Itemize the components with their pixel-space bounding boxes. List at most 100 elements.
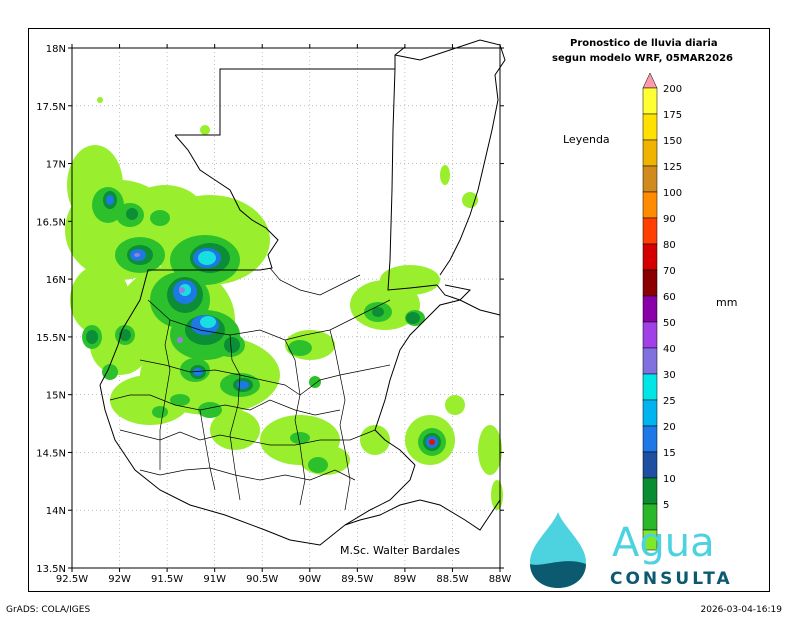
lon-tick-label: 89.5W xyxy=(341,574,373,585)
map-axes: 18N 17.5N 17N 16.5N 16N 15.5N 15N 14.5N 14N 13.5N… xyxy=(36,44,511,585)
lon-tick-label: 90.5W xyxy=(246,574,278,585)
legend-swatch xyxy=(642,87,658,115)
rainfall-field xyxy=(65,97,503,510)
rain-cell xyxy=(90,315,150,375)
legend-title: Leyenda xyxy=(563,133,610,146)
rain-cell xyxy=(429,439,435,445)
lon-tick-label: 89W xyxy=(394,574,417,585)
plot-frame xyxy=(28,28,770,592)
map-title-line1: Pronostico de lluvia diaria xyxy=(570,38,718,49)
rain-cell xyxy=(237,381,249,389)
rain-cell xyxy=(179,287,185,293)
legend-swatch xyxy=(642,165,658,193)
rain-cell xyxy=(86,330,98,344)
legend-swatch xyxy=(642,217,658,245)
rain-cell xyxy=(440,165,450,185)
legend-swatch xyxy=(642,321,658,349)
rain-cell xyxy=(193,368,203,376)
legend-swatch xyxy=(642,451,658,479)
logo-word-agua: Agua xyxy=(612,520,715,566)
rain-cell xyxy=(478,425,502,475)
lon-tick-label: 88.5W xyxy=(436,574,468,585)
legend-value: 125 xyxy=(663,162,682,173)
rain-cell xyxy=(210,410,260,450)
lat-tick-label: 16N xyxy=(46,275,66,286)
rain-cell xyxy=(445,395,465,415)
rain-cell xyxy=(110,375,190,425)
lat-tick-label: 15N xyxy=(46,391,66,402)
rain-cell xyxy=(152,406,168,418)
legend-swatch xyxy=(642,191,658,219)
rain-cell xyxy=(170,394,190,406)
rain-cell xyxy=(102,364,118,380)
legend-value: 80 xyxy=(663,240,676,251)
rain-cell xyxy=(380,265,440,295)
legend-value: 90 xyxy=(663,214,676,225)
lon-tick-label: 92W xyxy=(108,574,131,585)
agua-consulta-logo: Agua CONSULTA xyxy=(530,512,733,589)
footer-software: GrADS: COLA/IGES xyxy=(6,605,91,615)
legend-value: 15 xyxy=(663,448,676,459)
lat-tick-label: 13.5N xyxy=(36,564,66,575)
legend-arrow xyxy=(642,72,658,89)
legend-swatch xyxy=(642,373,658,401)
rain-cell xyxy=(309,376,321,388)
legend-value: 5 xyxy=(663,500,669,511)
legend-swatch xyxy=(642,477,658,505)
legend-swatch xyxy=(642,399,658,427)
rain-cell xyxy=(134,253,140,257)
lat-tick-label: 14N xyxy=(46,506,66,517)
rain-cell xyxy=(290,432,310,444)
legend-swatch xyxy=(642,113,658,141)
lat-tick-label: 17N xyxy=(46,160,66,171)
rain-cell xyxy=(200,125,210,135)
legend-value: 70 xyxy=(663,266,676,277)
legend-value: 100 xyxy=(663,188,682,199)
rain-cell xyxy=(224,337,240,353)
lat-tick-label: 14.5N xyxy=(36,448,66,459)
legend-value: 30 xyxy=(663,370,676,381)
rain-cell xyxy=(360,425,390,455)
legend-swatch xyxy=(642,347,658,375)
country-borders xyxy=(99,39,506,546)
rain-cell xyxy=(491,480,503,510)
legend-swatch xyxy=(642,425,658,453)
legend-swatch xyxy=(642,269,658,297)
legend-swatch xyxy=(642,139,658,167)
legend-value: 175 xyxy=(663,110,682,121)
lat-tick-label: 15.5N xyxy=(36,333,66,344)
legend-value: 10 xyxy=(663,474,676,485)
lat-tick-label: 17.5N xyxy=(36,102,66,113)
map-title-line2: segun modelo WRF, 05MAR2026 xyxy=(552,53,733,64)
rain-cell xyxy=(106,195,114,205)
rain-cell xyxy=(177,337,183,343)
rain-cell xyxy=(198,402,222,418)
legend-value: 150 xyxy=(663,136,682,147)
lat-tick-label: 16.5N xyxy=(36,217,66,228)
footer-timestamp: 2026-03-04-16:19 xyxy=(700,605,783,615)
lon-tick-label: 91W xyxy=(203,574,226,585)
lon-tick-label: 88W xyxy=(489,574,512,585)
unit-label: mm xyxy=(716,296,738,309)
lon-tick-label: 92.5W xyxy=(56,574,88,585)
rain-cell xyxy=(308,457,328,473)
lat-tick-label: 18N xyxy=(46,44,66,55)
rain-cell xyxy=(119,329,131,341)
legend-value: 40 xyxy=(663,344,676,355)
rain-cell xyxy=(200,316,216,328)
legend-swatch xyxy=(642,243,658,271)
legend-value: 50 xyxy=(663,318,676,329)
rain-cell xyxy=(126,208,138,220)
legend-value: 20 xyxy=(663,422,676,433)
lon-tick-label: 91.5W xyxy=(151,574,183,585)
rain-cell xyxy=(288,340,312,356)
legend-value: 60 xyxy=(663,292,676,303)
legend-value: 25 xyxy=(663,396,676,407)
lon-tick-label: 90W xyxy=(298,574,321,585)
rain-cell xyxy=(406,312,420,324)
rain-cell xyxy=(372,307,384,317)
legend-swatch xyxy=(642,529,658,551)
legend-swatch xyxy=(642,295,658,323)
logo-word-consulta: CONSULTA xyxy=(610,569,733,589)
